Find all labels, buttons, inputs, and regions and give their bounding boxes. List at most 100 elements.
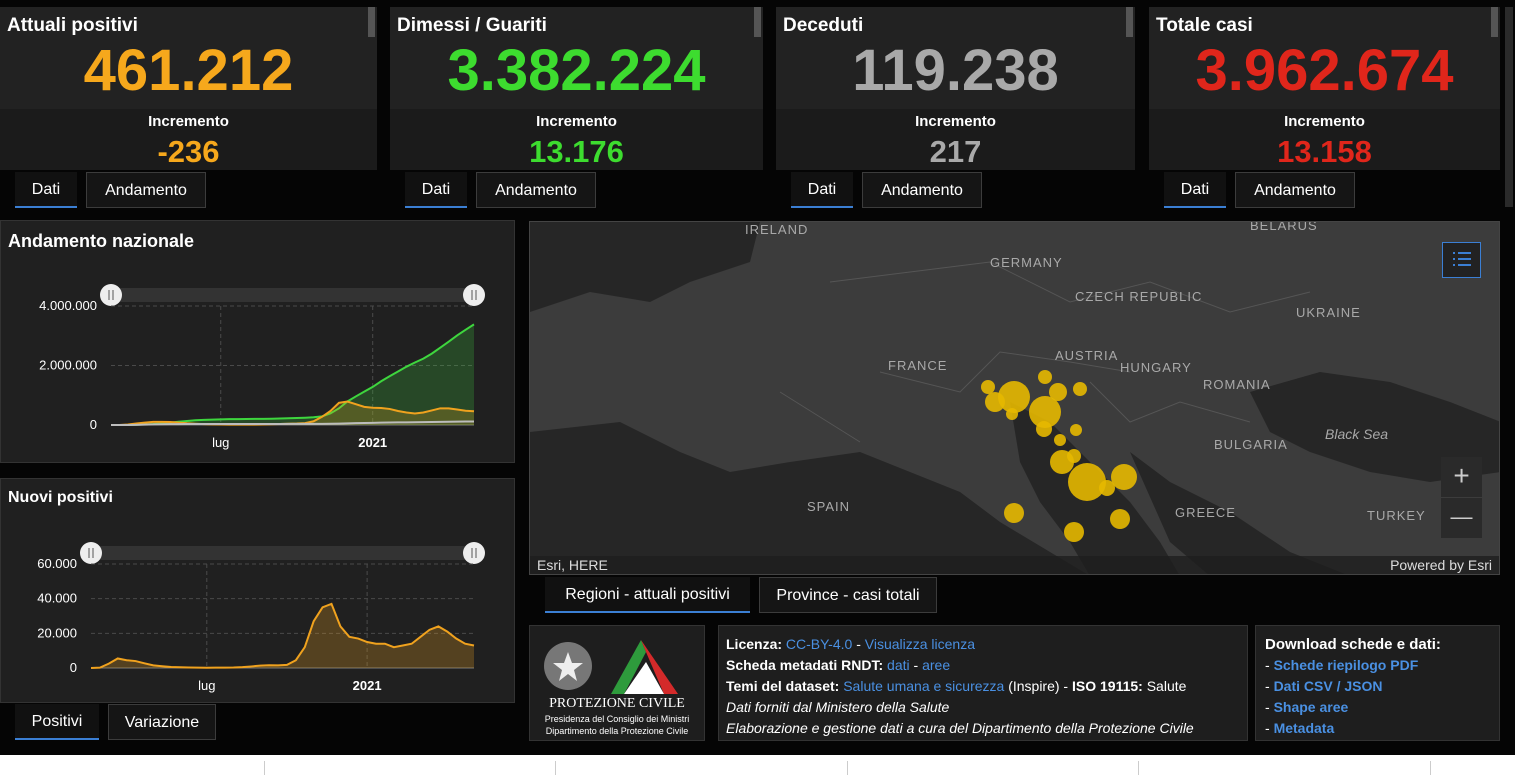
pc-logo-white <box>624 662 664 694</box>
divider <box>1430 761 1431 775</box>
line <box>110 420 475 426</box>
info-link[interactable]: aree <box>922 657 951 673</box>
card-value: 3.962.674 <box>1195 38 1454 103</box>
x-tick-label: lug <box>212 435 229 450</box>
card-value: 461.212 <box>83 38 294 103</box>
download-link[interactable]: Metadata <box>1273 720 1335 736</box>
tab[interactable]: Andamento <box>1235 172 1355 208</box>
download-link[interactable]: Dati CSV / JSON <box>1273 678 1383 694</box>
card-footer: Incremento 13.158 <box>1149 109 1500 170</box>
divider <box>555 761 556 775</box>
increment-label: Incremento <box>1284 113 1365 130</box>
card-scroll <box>1491 7 1498 37</box>
map-label: Black Sea <box>1325 426 1389 442</box>
chart-panel: Andamento nazionale 0 2.000.000 4.000.000 lu… <box>0 220 515 463</box>
bubble <box>981 380 995 394</box>
slider-grip <box>88 548 94 558</box>
bullet: - <box>1265 699 1274 715</box>
tab[interactable]: Andamento <box>476 172 596 208</box>
download-link[interactable]: Schede riepilogo PDF <box>1273 657 1419 673</box>
slider-grip <box>471 290 477 300</box>
sea <box>530 422 1087 574</box>
slider-handle <box>463 542 485 564</box>
tab[interactable]: Province - casi totali <box>759 577 937 613</box>
map[interactable]: + — IRELAND GERMANY CZECH REPUBLIC BELARUS U… <box>529 221 1500 575</box>
bullet: - <box>1265 678 1274 694</box>
increment-value: 13.176 <box>529 134 624 169</box>
area-fill <box>111 324 474 425</box>
download-item: - Schede riepilogo PDF <box>1265 657 1418 673</box>
chart-title: Andamento nazionale <box>8 231 195 251</box>
y-tick-label: 60.000 <box>37 556 77 571</box>
bubble <box>1006 408 1018 420</box>
download-link[interactable]: Shape aree <box>1273 699 1349 715</box>
card-scroll <box>1126 7 1133 37</box>
line <box>90 602 475 669</box>
bubble <box>998 381 1030 413</box>
increment-label: Incremento <box>915 113 996 130</box>
info-link[interactable]: dati <box>887 657 910 673</box>
bubble <box>1054 434 1066 446</box>
tab[interactable]: Positivi <box>15 704 99 740</box>
bubble <box>1004 503 1024 523</box>
area-fill <box>111 401 474 425</box>
map-attribution: Esri, HERE <box>537 557 608 573</box>
map-powered-by: Powered by Esri <box>1390 557 1492 573</box>
divider <box>847 761 848 775</box>
slider-handle <box>463 284 485 306</box>
slider-grip <box>108 290 114 300</box>
increment-value: -236 <box>157 134 220 169</box>
y-tick-label: 0 <box>90 417 97 432</box>
card: Deceduti 119.238 <box>776 7 1135 109</box>
tab[interactable]: Regioni - attuali positivi <box>545 577 750 613</box>
tab[interactable]: Dati <box>405 172 467 208</box>
sea <box>1250 372 1499 482</box>
tab[interactable]: Dati <box>15 172 77 208</box>
scrollbar <box>1505 7 1513 207</box>
tab[interactable]: Andamento <box>862 172 982 208</box>
card: Dimessi / Guariti 3.382.224 <box>390 7 763 109</box>
card-value: 119.238 <box>852 38 1059 103</box>
info-bold: Licenza: <box>726 636 783 652</box>
tab[interactable]: Dati <box>791 172 853 208</box>
bubble <box>1064 522 1084 542</box>
map-label: SPAIN <box>807 499 851 514</box>
zoom-in[interactable]: + <box>1441 457 1482 497</box>
bubble <box>1070 424 1082 436</box>
bubble <box>1067 449 1081 463</box>
legend-button[interactable] <box>1442 242 1481 278</box>
info-text: - <box>909 657 923 673</box>
logo-name: PROTEZIONE CIVILE <box>549 696 685 711</box>
zoom-out[interactable]: — <box>1441 498 1482 538</box>
map-label: GERMANY <box>990 255 1063 270</box>
chart-panel: Nuovi positivi 0 20.000 40.000 60.000 lug 2021 <box>0 478 515 703</box>
download-item: - Metadata <box>1265 720 1334 736</box>
info-link[interactable]: CC-BY-4.0 <box>785 636 853 652</box>
sea <box>530 222 760 312</box>
tab[interactable]: Andamento <box>86 172 206 208</box>
bubble <box>1110 509 1130 529</box>
info-line: Dati forniti dal Ministero della Salute <box>726 699 949 715</box>
slider-handle <box>100 284 122 306</box>
map-base <box>530 222 1499 574</box>
bubble <box>1068 463 1106 501</box>
divider <box>1138 761 1139 775</box>
tab[interactable]: Variazione <box>108 704 216 740</box>
tab[interactable]: Dati <box>1164 172 1226 208</box>
range-slider <box>91 546 474 560</box>
card: Attuali positivi 461.212 <box>0 7 377 109</box>
increment-value: 217 <box>929 134 982 169</box>
map-label: IRELAND <box>745 222 809 237</box>
info-line: Temi del dataset: Salute umana e sicurez… <box>726 678 1186 694</box>
logo-line: Dipartimento della Protezione Civile <box>545 726 689 736</box>
info-link[interactable]: Visualizza licenza <box>864 636 976 652</box>
info-link[interactable]: Salute umana e sicurezza <box>843 678 1005 694</box>
card-scroll <box>368 7 375 37</box>
info-text: - <box>852 636 865 652</box>
card-title: Deceduti <box>783 15 864 36</box>
bubble <box>1099 480 1115 496</box>
card-footer: Incremento -236 <box>0 109 377 170</box>
info-box: Licenza: CC-BY-4.0 - Visualizza licenza S… <box>718 625 1248 741</box>
map-label: CZECH REPUBLIC <box>1075 289 1203 304</box>
